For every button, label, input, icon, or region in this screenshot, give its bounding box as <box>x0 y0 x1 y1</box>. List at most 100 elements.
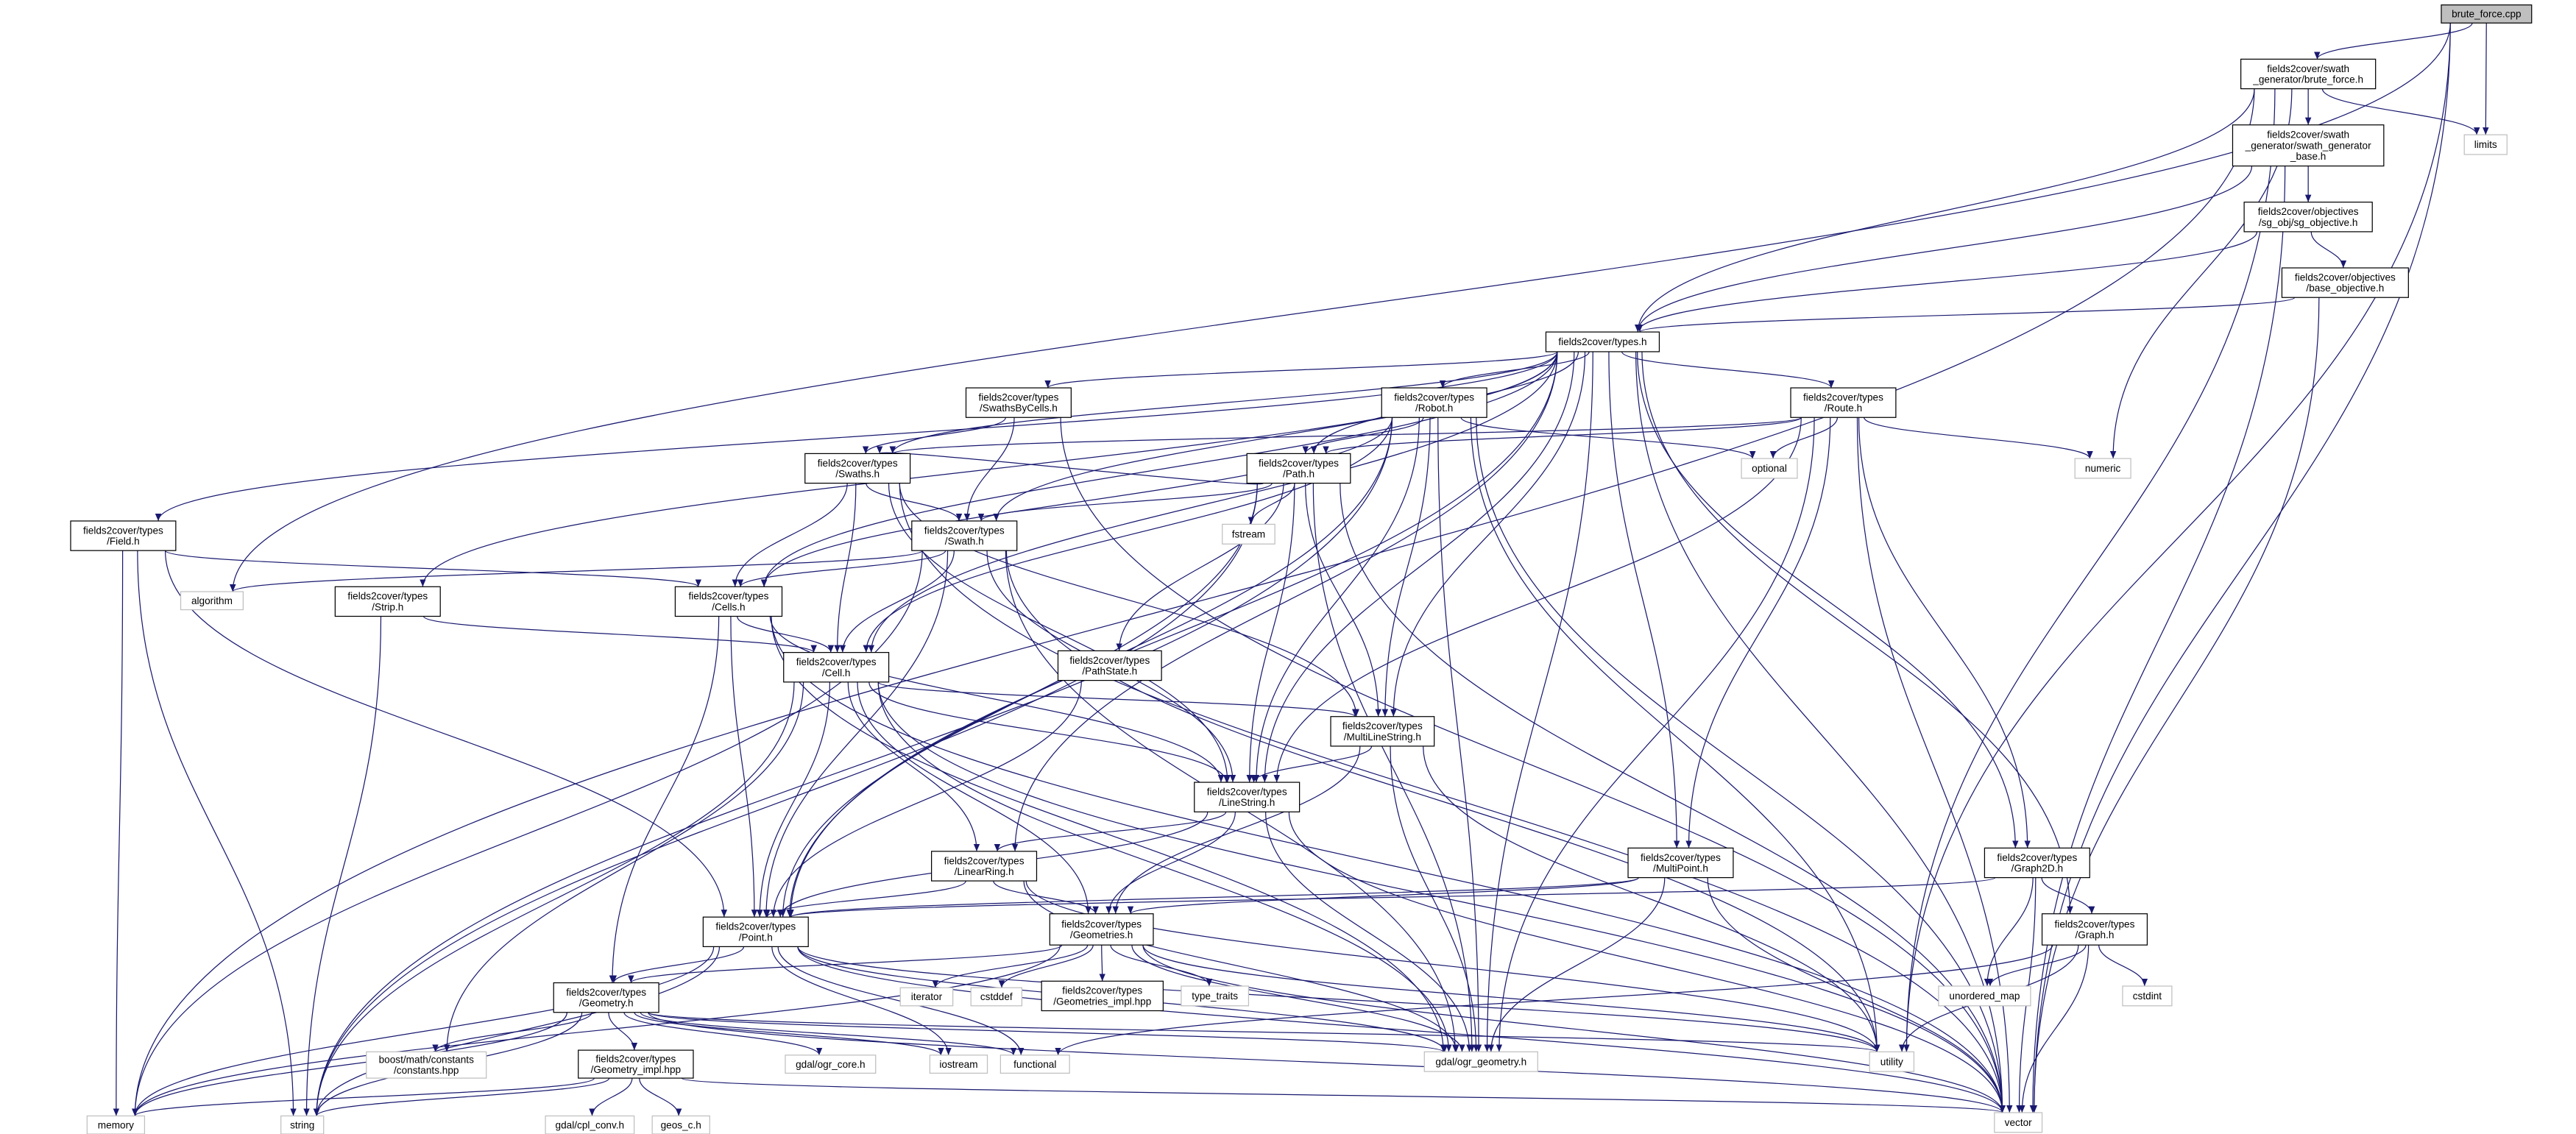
node-cpl_conv: gdal/cpl_conv.h <box>545 1115 635 1134</box>
node-box <box>180 591 244 611</box>
node-Geometry[interactable]: fields2cover/types/Geometry.h <box>553 982 659 1013</box>
node-cpp[interactable]: brute_force.cpp <box>2441 4 2533 24</box>
node-Geometry_impl[interactable]: fields2cover/types/Geometry_impl.hpp <box>578 1049 694 1079</box>
edge-bfh-to-utility <box>1903 88 2276 1052</box>
edge-Cell-to-Geometries <box>857 681 1091 914</box>
edge-Robot-to-Cells <box>760 417 1393 587</box>
edge-types-to-Robot <box>1439 351 1590 389</box>
node-label: fields2cover/types <box>818 458 898 469</box>
edge-cpp-to-bfh <box>2314 23 2473 60</box>
node-Point[interactable]: fields2cover/types/Point.h <box>702 916 809 948</box>
edge-sgb-to-vector <box>2029 166 2286 1113</box>
node-iterator: iterator <box>899 987 954 1007</box>
edge-Geometry_impl-to-string <box>313 1077 610 1116</box>
node-Geometries_impl[interactable]: fields2cover/types/Geometries_impl.hpp <box>1041 980 1164 1012</box>
edge-Route-to-ogr_geometry <box>1496 417 1815 1052</box>
node-label: brute_force.cpp <box>2452 9 2522 20</box>
edge-Cells-to-Geometry <box>609 616 720 983</box>
edge-Swaths-to-vector <box>899 483 2006 1113</box>
edge-bo-to-types <box>1637 297 2296 333</box>
node-Strip[interactable]: fields2cover/types/Strip.h <box>334 586 441 617</box>
node-box <box>783 652 890 683</box>
node-box <box>911 520 1018 551</box>
node-label: boost/math/constants <box>379 1055 475 1066</box>
node-bfh[interactable]: fields2cover/swath_generator/brute_force… <box>2240 58 2377 90</box>
edge-Route-to-vector <box>1856 417 2013 1113</box>
node-box <box>804 453 911 484</box>
edge-Swath-to-memory <box>132 550 923 1116</box>
node-utility: utility <box>1869 1051 1915 1072</box>
edge-Geometry_impl-to-cpl_conv <box>589 1078 633 1116</box>
node-box <box>545 1115 635 1134</box>
edge-Robot-to-LineString <box>1253 417 1420 783</box>
node-Swaths[interactable]: fields2cover/types/Swaths.h <box>804 453 911 484</box>
node-bo[interactable]: fields2cover/objectives/base_objective.h <box>2281 267 2409 298</box>
edge-bo-to-vector <box>2031 297 2320 1113</box>
edge-Graph2D-to-Point <box>788 877 1996 918</box>
edge-Geometries-to-type_traits <box>1110 945 1213 987</box>
edge-Geometry-to-memory <box>132 1012 567 1116</box>
edge-Geometries-to-ogr_geometry <box>1131 945 1465 1052</box>
node-label: /MultiLineString.h <box>1344 731 1421 743</box>
node-label: /PathState.h <box>1082 666 1137 677</box>
node-box <box>929 1055 988 1074</box>
node-PathState[interactable]: fields2cover/types/PathState.h <box>1057 650 1162 681</box>
edge-Field-to-memory <box>113 550 124 1116</box>
node-Cell[interactable]: fields2cover/types/Cell.h <box>783 652 890 683</box>
node-sgo[interactable]: fields2cover/objectives/sg_obj/sg_object… <box>2243 202 2373 233</box>
node-label: /Strip.h <box>372 601 403 612</box>
node-MultiLineString[interactable]: fields2cover/types/MultiLineString.h <box>1330 716 1435 747</box>
edge-Cells-to-Point <box>730 616 758 918</box>
node-types[interactable]: fields2cover/types.h <box>1545 331 1660 352</box>
edge-MultiPoint-to-vector <box>1707 877 2006 1113</box>
node-LineString[interactable]: fields2cover/types/LineString.h <box>1194 782 1301 812</box>
node-label: string <box>290 1119 314 1130</box>
node-label: /Field.h <box>107 536 140 547</box>
edge-types-to-Strip <box>420 351 1558 587</box>
node-MultiPoint[interactable]: fields2cover/types/MultiPoint.h <box>1627 847 1734 879</box>
node-box <box>2441 4 2533 24</box>
node-Graph[interactable]: fields2cover/types/Graph.h <box>2041 913 2148 946</box>
edge-Cell-to-string <box>313 681 795 1116</box>
node-Field[interactable]: fields2cover/types/Field.h <box>70 520 177 551</box>
edge-cpp-to-vector <box>2031 23 2451 1113</box>
edge-types-to-MultiLineString <box>1390 351 1586 717</box>
node-label: /LinearRing.h <box>955 866 1014 877</box>
edge-Path-to-Swath <box>977 483 1273 522</box>
edge-Cell-to-vector <box>877 681 2006 1113</box>
node-box <box>965 387 1072 418</box>
node-Cells[interactable]: fields2cover/types/Cells.h <box>674 586 783 617</box>
node-Route[interactable]: fields2cover/types/Route.h <box>1790 387 1897 418</box>
node-box <box>2243 202 2373 233</box>
node-sgb[interactable]: fields2cover/swath_generator/swath_gener… <box>2232 124 2385 167</box>
edge-Cells-to-vector <box>771 616 2006 1113</box>
node-Robot[interactable]: fields2cover/types/Robot.h <box>1381 387 1487 418</box>
node-Geometries[interactable]: fields2cover/types/Geometries.h <box>1049 913 1154 946</box>
node-box <box>1049 913 1154 946</box>
node-ogr_core: gdal/ogr_core.h <box>785 1055 877 1074</box>
edge-Field-to-Point <box>164 550 728 918</box>
edge-types-to-Cells <box>761 351 1558 587</box>
node-LinearRing[interactable]: fields2cover/types/LinearRing.h <box>931 851 1038 882</box>
node-Path[interactable]: fields2cover/types/Path.h <box>1246 453 1351 484</box>
node-cstdint: cstdint <box>2122 985 2173 1007</box>
edge-Geometries-to-vector <box>1142 945 2006 1113</box>
node-Swath[interactable]: fields2cover/types/Swath.h <box>911 520 1018 551</box>
node-boost: boost/math/constants/constants.hpp <box>366 1051 487 1079</box>
node-Graph2D[interactable]: fields2cover/types/Graph2D.h <box>1984 847 2090 879</box>
edge-Route-to-MultiPoint <box>1685 417 1831 848</box>
node-label: /Cells.h <box>712 601 745 612</box>
node-label: type_traits <box>1192 991 1238 1002</box>
edge-Graph2D-to-Graph <box>2041 877 2095 914</box>
node-label: /constants.hpp <box>394 1065 459 1076</box>
edge-Point-to-vector <box>797 946 2006 1113</box>
edge-Cell-to-boost <box>443 681 804 1052</box>
node-SwathsByCells[interactable]: fields2cover/types/SwathsByCells.h <box>965 387 1072 418</box>
node-label: fields2cover/types <box>1997 852 2077 863</box>
node-label: fields2cover/types <box>944 855 1025 866</box>
edge-Robot-to-optional <box>1460 417 1756 459</box>
node-box <box>2240 58 2377 90</box>
node-label: fields2cover/types <box>715 921 796 932</box>
edge-types-to-Point <box>788 351 1558 918</box>
node-label: /LineString.h <box>1219 797 1275 808</box>
